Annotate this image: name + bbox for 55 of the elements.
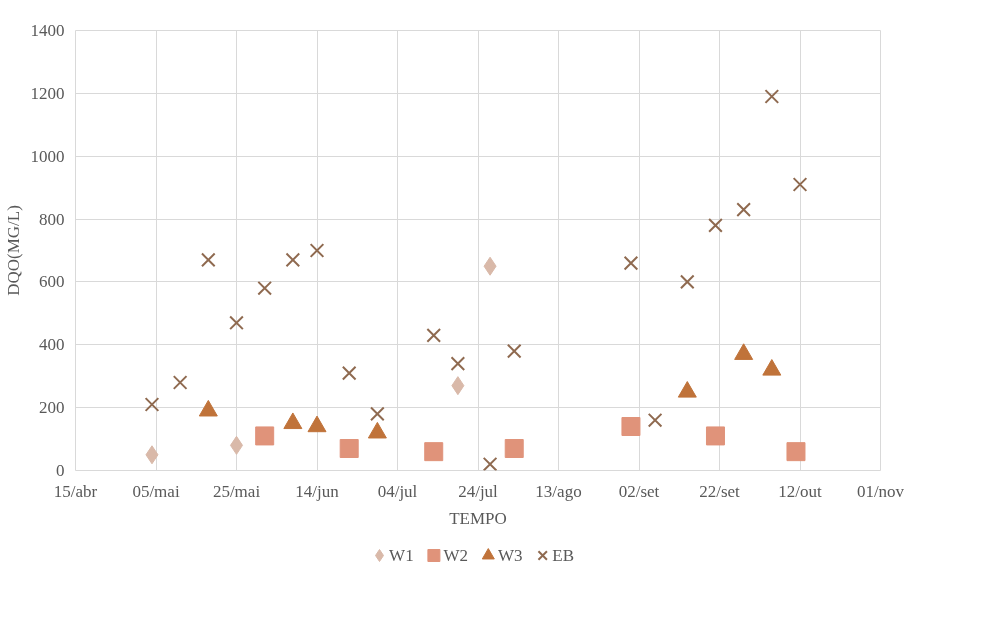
point bbox=[255, 426, 275, 446]
x-tick-label: 13/ago bbox=[535, 481, 582, 501]
y-axis-title: DQO(MG/L) bbox=[3, 205, 23, 296]
x-tick-label: 22/set bbox=[699, 481, 741, 501]
x-tick-label: 15/abr bbox=[53, 481, 98, 501]
point bbox=[424, 442, 444, 462]
y-tick-label: 800 bbox=[39, 209, 65, 229]
point bbox=[504, 439, 524, 458]
point bbox=[483, 256, 497, 276]
y-tick-label: 1400 bbox=[30, 21, 65, 40]
point bbox=[506, 343, 522, 359]
point bbox=[341, 365, 357, 381]
x-tick-label: 24/jul bbox=[458, 481, 499, 501]
legend-label: EB bbox=[552, 546, 575, 565]
x-tick-label: 25/mai bbox=[212, 481, 261, 501]
legend-label: W1 bbox=[389, 546, 414, 565]
x-axis-title: TEMPO bbox=[449, 508, 507, 528]
point bbox=[426, 327, 442, 343]
point bbox=[705, 426, 725, 446]
point bbox=[679, 274, 695, 290]
point bbox=[200, 252, 216, 268]
point bbox=[623, 255, 639, 271]
point bbox=[309, 243, 325, 258]
x-tick-label: 12/out bbox=[778, 481, 822, 501]
y-tick-label: 600 bbox=[39, 272, 65, 292]
point bbox=[285, 252, 301, 268]
point bbox=[339, 439, 359, 458]
x-tick-label: 01/nov bbox=[856, 481, 905, 501]
x-tick-label: 14/jun bbox=[295, 481, 340, 501]
point bbox=[144, 397, 160, 412]
point bbox=[229, 315, 244, 331]
point bbox=[451, 376, 465, 396]
point bbox=[257, 280, 273, 296]
y-tick-label: 0 bbox=[56, 461, 65, 480]
point bbox=[764, 89, 780, 104]
point bbox=[450, 356, 466, 372]
point bbox=[145, 445, 159, 465]
point bbox=[792, 177, 808, 192]
point bbox=[172, 375, 188, 390]
point bbox=[621, 417, 641, 436]
legend-label: W2 bbox=[443, 546, 469, 565]
x-tick-label: 05/mai bbox=[132, 481, 180, 501]
point bbox=[647, 412, 663, 428]
point bbox=[370, 406, 385, 422]
point bbox=[786, 442, 806, 462]
point bbox=[736, 202, 752, 218]
point bbox=[708, 217, 723, 233]
y-tick-label: 400 bbox=[39, 335, 65, 355]
y-tick-label: 200 bbox=[39, 398, 65, 418]
legend-label: W3 bbox=[497, 546, 523, 565]
x-tick-label: 04/jul bbox=[377, 481, 418, 501]
point bbox=[482, 456, 498, 471]
y-tick-label: 1200 bbox=[30, 83, 65, 103]
x-tick-label: 02/set bbox=[618, 481, 660, 501]
y-tick-label: 1000 bbox=[30, 146, 65, 166]
